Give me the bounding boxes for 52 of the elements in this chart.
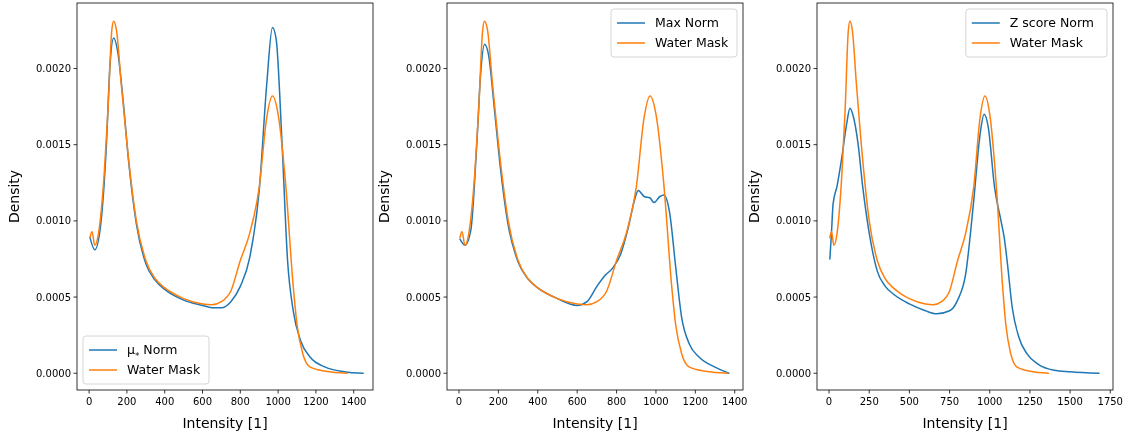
x-tick-label: 1500 bbox=[1057, 396, 1083, 407]
x-tick-label: 0 bbox=[825, 396, 833, 407]
legend-label: Water Mask bbox=[655, 35, 729, 51]
x-tick-label: 1000 bbox=[643, 396, 669, 407]
x-tick-label: 200 bbox=[488, 396, 508, 407]
x-tick-label: 1750 bbox=[1097, 396, 1123, 407]
x-tick-label: 600 bbox=[192, 396, 213, 407]
x-tick-label: 250 bbox=[859, 396, 879, 407]
x-tick-label: 500 bbox=[899, 396, 919, 407]
x-tick-label: 1200 bbox=[303, 396, 329, 407]
y-tick-label: 0.0005 bbox=[36, 291, 71, 303]
legend-label: Z score Norm bbox=[1009, 15, 1094, 31]
y-tick-label: 0.0020 bbox=[36, 63, 71, 75]
legend-label: Water Mask bbox=[1009, 35, 1084, 51]
x-tick-label: 400 bbox=[155, 396, 175, 407]
x-tick-label: 1200 bbox=[682, 396, 709, 407]
line-series bbox=[829, 107, 1100, 374]
y-tick-label: 0.0000 bbox=[776, 367, 811, 379]
legend-label: Max Norm bbox=[655, 15, 719, 31]
x-tick-label: 800 bbox=[607, 396, 627, 407]
x-tick-label: 400 bbox=[528, 396, 548, 407]
legend-label: μ$_{*}$ Norm bbox=[127, 342, 178, 362]
x-tick-label: 200 bbox=[117, 396, 137, 407]
x-tick-label: 0 bbox=[455, 396, 463, 407]
y-axis-title: Density bbox=[6, 169, 22, 224]
x-tick-label: 600 bbox=[567, 396, 587, 407]
y-tick-label: 0.0015 bbox=[776, 139, 811, 151]
legend-label: Water Mask bbox=[127, 362, 201, 378]
y-tick-label: 0.0010 bbox=[776, 215, 811, 227]
y-tick-label: 0.0005 bbox=[406, 291, 441, 303]
y-tick-label: 0.0010 bbox=[406, 215, 441, 227]
x-tick-label: 800 bbox=[230, 396, 250, 407]
y-tick-label: 0.0015 bbox=[406, 139, 441, 151]
y-axis-title: Density bbox=[376, 169, 392, 224]
y-tick-label: 0.0000 bbox=[406, 367, 441, 379]
y-tick-label: 0.0020 bbox=[776, 63, 811, 75]
x-tick-label: 1250 bbox=[1017, 396, 1043, 407]
x-tick-label: 0 bbox=[85, 396, 93, 407]
y-tick-label: 0.0015 bbox=[36, 139, 71, 151]
x-tick-label: 1000 bbox=[977, 396, 1003, 407]
y-tick-label: 0.0000 bbox=[36, 367, 71, 379]
y-tick-label: 0.0005 bbox=[776, 291, 811, 303]
x-tick-label: 1000 bbox=[265, 396, 291, 407]
y-axis-title: Density bbox=[746, 169, 762, 224]
x-tick-label: 1400 bbox=[340, 396, 367, 407]
x-tick-label: 750 bbox=[940, 396, 960, 407]
x-axis-title: Intensity [1] bbox=[552, 415, 638, 431]
y-tick-label: 0.0020 bbox=[406, 63, 441, 75]
x-axis-title: Intensity [1] bbox=[922, 415, 1008, 431]
x-tick-label: 1400 bbox=[722, 396, 748, 407]
x-axis-title: Intensity [1] bbox=[182, 415, 268, 431]
y-tick-label: 0.0010 bbox=[36, 215, 71, 227]
